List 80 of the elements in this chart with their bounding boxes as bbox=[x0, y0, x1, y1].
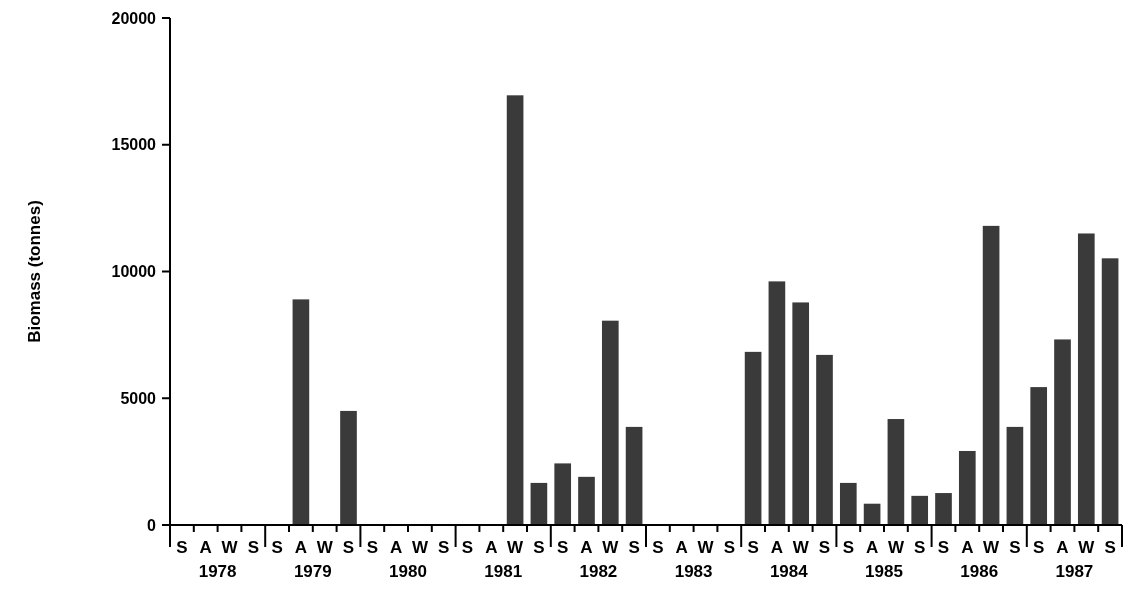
y-tick-label: 0 bbox=[147, 516, 157, 534]
x-tick-label: W bbox=[316, 538, 334, 557]
x-tick-label: A bbox=[485, 538, 498, 557]
x-tick-label: W bbox=[602, 538, 620, 557]
bar bbox=[1006, 426, 1024, 525]
bar bbox=[816, 354, 833, 525]
bar bbox=[625, 426, 643, 525]
text: 1984 bbox=[769, 562, 809, 581]
x-tick-label: W bbox=[697, 538, 715, 557]
x-tick-label: S bbox=[652, 538, 664, 557]
bar bbox=[292, 299, 310, 525]
y-tick-label: 10000 bbox=[111, 263, 157, 281]
text: 1986 bbox=[960, 562, 999, 581]
x-tick-label: W bbox=[221, 538, 239, 557]
bar bbox=[792, 302, 810, 525]
bar bbox=[911, 495, 929, 525]
x-tick-label: S bbox=[1104, 538, 1116, 557]
bar bbox=[1030, 387, 1048, 525]
x-tick-label: S bbox=[533, 538, 545, 557]
bar bbox=[958, 450, 976, 525]
text: 1980 bbox=[389, 562, 427, 581]
x-tick-label: S bbox=[747, 538, 759, 557]
bar bbox=[578, 476, 595, 525]
y-tick-label: 20000 bbox=[111, 9, 157, 27]
bar bbox=[1077, 233, 1095, 525]
bar bbox=[506, 95, 524, 525]
text: 1987 bbox=[1055, 562, 1094, 581]
x-tick-label: W bbox=[983, 538, 1001, 557]
x-tick-label: A bbox=[961, 538, 974, 557]
text: 1981 bbox=[484, 562, 523, 581]
text: 1979 bbox=[293, 562, 332, 581]
x-tick-label: A bbox=[580, 538, 593, 557]
bar bbox=[935, 493, 952, 525]
x-tick-label: S bbox=[723, 538, 735, 557]
x-tick-label: S bbox=[842, 538, 854, 557]
bar bbox=[744, 351, 762, 525]
x-tick-label: A bbox=[865, 538, 879, 557]
x-tick-label: S bbox=[247, 538, 259, 557]
x-tick-label: A bbox=[770, 538, 784, 557]
bar bbox=[1101, 258, 1119, 525]
bar bbox=[1054, 339, 1071, 525]
text: 1983 bbox=[674, 562, 713, 581]
x-tick-label: S bbox=[937, 538, 950, 557]
x-tick-label: A bbox=[1056, 538, 1069, 557]
x-tick-label: A bbox=[389, 538, 403, 557]
bar bbox=[863, 503, 881, 525]
x-tick-label: W bbox=[1078, 538, 1096, 557]
bar bbox=[554, 463, 572, 525]
text: 1985 bbox=[865, 562, 903, 581]
x-tick-label: S bbox=[366, 538, 378, 557]
bar bbox=[340, 410, 357, 525]
x-tick-label: S bbox=[914, 538, 926, 557]
x-tick-label: A bbox=[199, 538, 212, 557]
x-tick-label: W bbox=[792, 538, 810, 557]
y-axis-title: Biomass (tonnes) bbox=[25, 200, 44, 343]
x-tick-label: S bbox=[176, 538, 188, 557]
x-tick-label: S bbox=[461, 538, 474, 557]
bar bbox=[887, 419, 905, 525]
text: 1982 bbox=[579, 562, 618, 581]
x-tick-label: A bbox=[294, 538, 308, 557]
x-tick-label: S bbox=[557, 538, 569, 557]
bar bbox=[530, 482, 548, 525]
bar bbox=[839, 482, 857, 525]
x-tick-label: S bbox=[1009, 538, 1021, 557]
y-tick-label: 5000 bbox=[120, 389, 157, 407]
bar bbox=[601, 320, 619, 525]
text: 1978 bbox=[198, 562, 237, 581]
x-tick-label: S bbox=[342, 538, 355, 557]
bar bbox=[768, 281, 786, 525]
x-tick-label: S bbox=[628, 538, 640, 557]
x-tick-label: S bbox=[818, 538, 831, 557]
y-tick-label: 15000 bbox=[111, 136, 157, 154]
x-tick-label: S bbox=[271, 538, 283, 557]
bar bbox=[982, 225, 1000, 525]
x-tick-label: S bbox=[1033, 538, 1045, 557]
x-tick-label: W bbox=[411, 538, 429, 557]
x-tick-label: S bbox=[438, 538, 450, 557]
x-tick-label: W bbox=[507, 538, 525, 557]
x-tick-label: A bbox=[675, 538, 688, 557]
x-tick-label: W bbox=[887, 538, 905, 557]
